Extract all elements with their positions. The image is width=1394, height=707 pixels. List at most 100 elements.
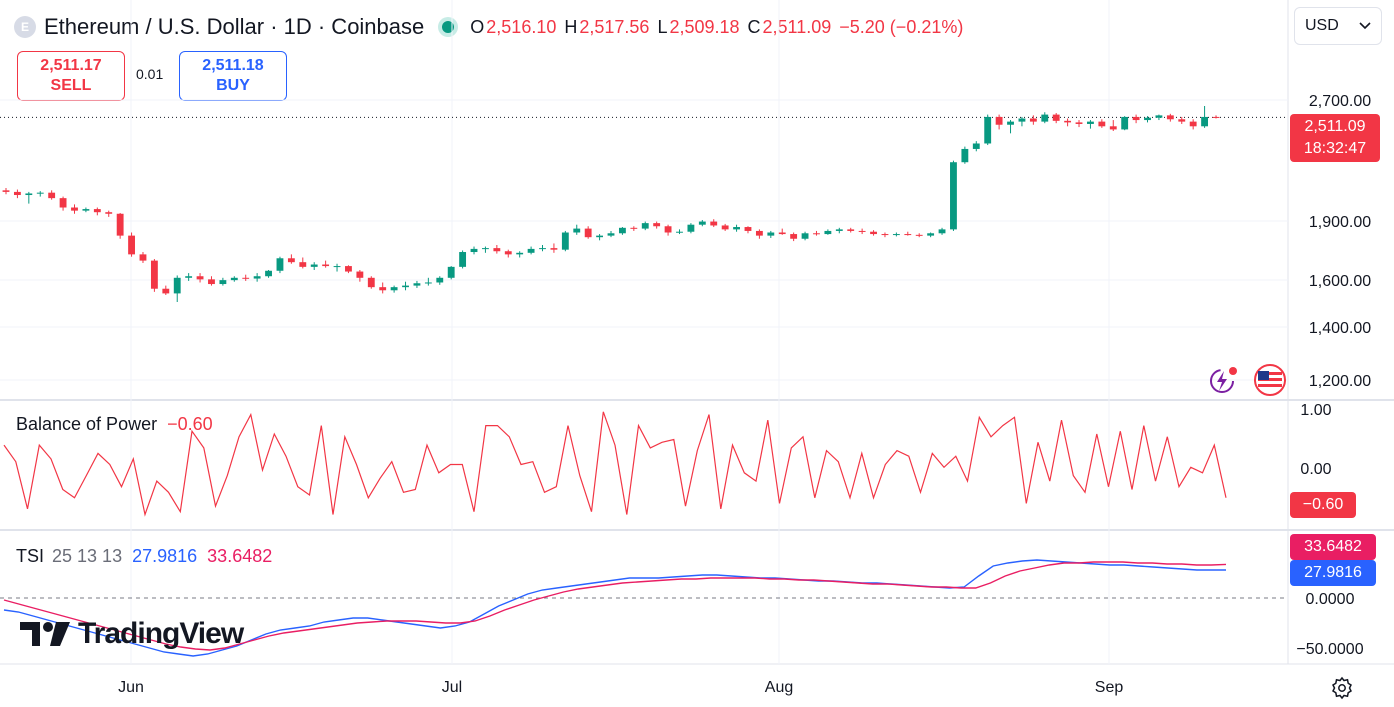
time-tick-label: Aug: [765, 679, 793, 696]
candle-body: [721, 225, 729, 230]
tradingview-logo-icon: [20, 622, 70, 646]
price-tick-label: 1,900.00: [1309, 214, 1371, 231]
candle-body: [1098, 121, 1106, 127]
candle-body: [345, 266, 352, 272]
candle-body: [527, 248, 535, 253]
symbol-title[interactable]: Ethereum / U.S. Dollar · 1D · Coinbase: [44, 14, 425, 39]
tsi-tag: 27.9816: [1290, 560, 1376, 586]
tsi-signal-line: [3, 561, 1227, 651]
candle-body: [436, 277, 444, 283]
bop-label: Balance of Power: [16, 414, 158, 434]
low-value: 2,509.18: [669, 16, 740, 37]
candle-body: [1075, 122, 1083, 124]
candle-body: [1178, 119, 1186, 122]
sell-button[interactable]: 2,511.17 SELL: [17, 51, 125, 101]
candle-body: [824, 230, 832, 235]
candle-body: [755, 230, 763, 236]
candle-body: [950, 162, 957, 230]
candle-body: [904, 234, 912, 236]
time-tick-label: Jun: [118, 679, 144, 696]
candle-body: [150, 260, 158, 289]
currency-select[interactable]: USD: [1294, 7, 1382, 45]
price-tick-label: 1,400.00: [1309, 320, 1371, 337]
candle-body: [607, 233, 615, 236]
chevron-down-icon: [1359, 22, 1371, 30]
tsi-tick-label: −50.0000: [1296, 641, 1363, 658]
candle-body: [128, 235, 135, 255]
bop-price-tag: −0.60: [1290, 492, 1356, 518]
candle-body: [82, 209, 90, 211]
candle-body: [196, 276, 204, 280]
candle-body: [801, 233, 809, 239]
candle-body: [1144, 117, 1151, 121]
gear-icon[interactable]: [1330, 676, 1354, 700]
candle-body: [1166, 115, 1174, 120]
candle-body: [1121, 116, 1129, 130]
sell-price: 2,511.17: [40, 57, 102, 74]
candle-body: [744, 227, 752, 231]
price-tick-label: 1,200.00: [1309, 373, 1371, 390]
bop-legend: Balance of Power −0.60: [16, 414, 213, 435]
candle-body: [539, 248, 546, 250]
candle-body: [630, 227, 638, 229]
candle-body: [687, 224, 695, 232]
price-tick-label: 2,700.00: [1309, 93, 1371, 110]
candle-body: [1007, 121, 1014, 125]
candle-body: [173, 277, 181, 294]
candle-body: [618, 227, 626, 234]
candle-body: [493, 248, 501, 252]
bop-tick-label: 1.00: [1300, 402, 1331, 419]
candle-body: [310, 264, 318, 267]
candle-body: [71, 207, 78, 211]
candle-body: [778, 232, 786, 235]
candle-body: [927, 233, 935, 236]
candle-body: [208, 279, 215, 285]
tradingview-logo[interactable]: TradingView: [20, 617, 244, 651]
close-key: C: [747, 16, 761, 37]
candle-body: [1064, 120, 1072, 123]
candle-body: [733, 227, 740, 230]
close-value: 2,511.09: [762, 16, 832, 37]
tsi-value: 27.9816: [132, 546, 198, 566]
candle-body: [790, 234, 798, 239]
candle-body: [424, 282, 432, 284]
candle-body: [36, 192, 44, 194]
market-status-dot: [442, 21, 455, 33]
candle-body: [48, 192, 56, 199]
high-value: 2,517.56: [579, 16, 650, 37]
candle-body: [984, 116, 992, 144]
candle-body: [767, 232, 775, 236]
low-key: L: [657, 16, 668, 37]
candle-body: [961, 148, 969, 163]
ohlc-readout: O 2,516.10 H 2,517.56 L 2,509.18 C 2,511.09 …: [470, 17, 963, 38]
tsi-legend: TSI 25 13 13 27.9816 33.6482: [16, 546, 272, 567]
candle-body: [1087, 121, 1094, 124]
candle-body: [915, 234, 923, 236]
high-key: H: [564, 16, 578, 37]
us-flag-icon[interactable]: [1252, 363, 1290, 397]
sell-label: SELL: [50, 77, 92, 94]
candle-body: [995, 116, 1003, 125]
buy-button[interactable]: 2,511.18 BUY: [179, 51, 287, 101]
ethereum-icon: E: [14, 16, 36, 38]
tradingview-logo-text: TradingView: [78, 617, 244, 650]
candle-body: [1189, 121, 1197, 127]
chart-header: E Ethereum / U.S. Dollar · 1D · Coinbase…: [14, 10, 963, 44]
tsi-params: 25 13 13: [52, 546, 123, 566]
candle-body: [162, 288, 170, 294]
candle-body: [25, 193, 33, 196]
candle-body: [105, 212, 113, 214]
candle-body: [139, 254, 147, 261]
candle-body: [1041, 114, 1049, 122]
lightning-icon[interactable]: [1206, 365, 1242, 395]
candle-body: [322, 264, 330, 267]
candle-body: [641, 223, 649, 229]
candle-body: [459, 252, 467, 267]
candle-body: [402, 285, 409, 288]
candle-body: [1212, 116, 1220, 118]
price-tick-label: 1,600.00: [1309, 273, 1371, 290]
tsi-signal-value: 33.6482: [207, 546, 273, 566]
candle-body: [561, 232, 569, 250]
currency-label: USD: [1305, 17, 1339, 34]
